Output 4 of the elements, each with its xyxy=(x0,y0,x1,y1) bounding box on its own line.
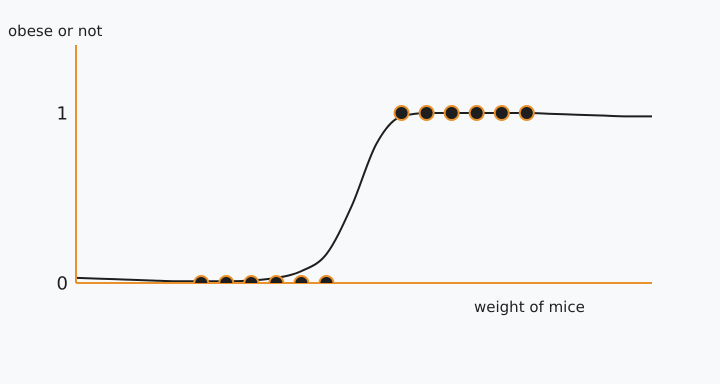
y-tick-label: 0 xyxy=(56,273,68,294)
x-axis-title: weight of mice xyxy=(474,298,585,316)
y-axis-title: obese or not xyxy=(8,22,102,40)
y-tick-label: 1 xyxy=(56,103,68,124)
